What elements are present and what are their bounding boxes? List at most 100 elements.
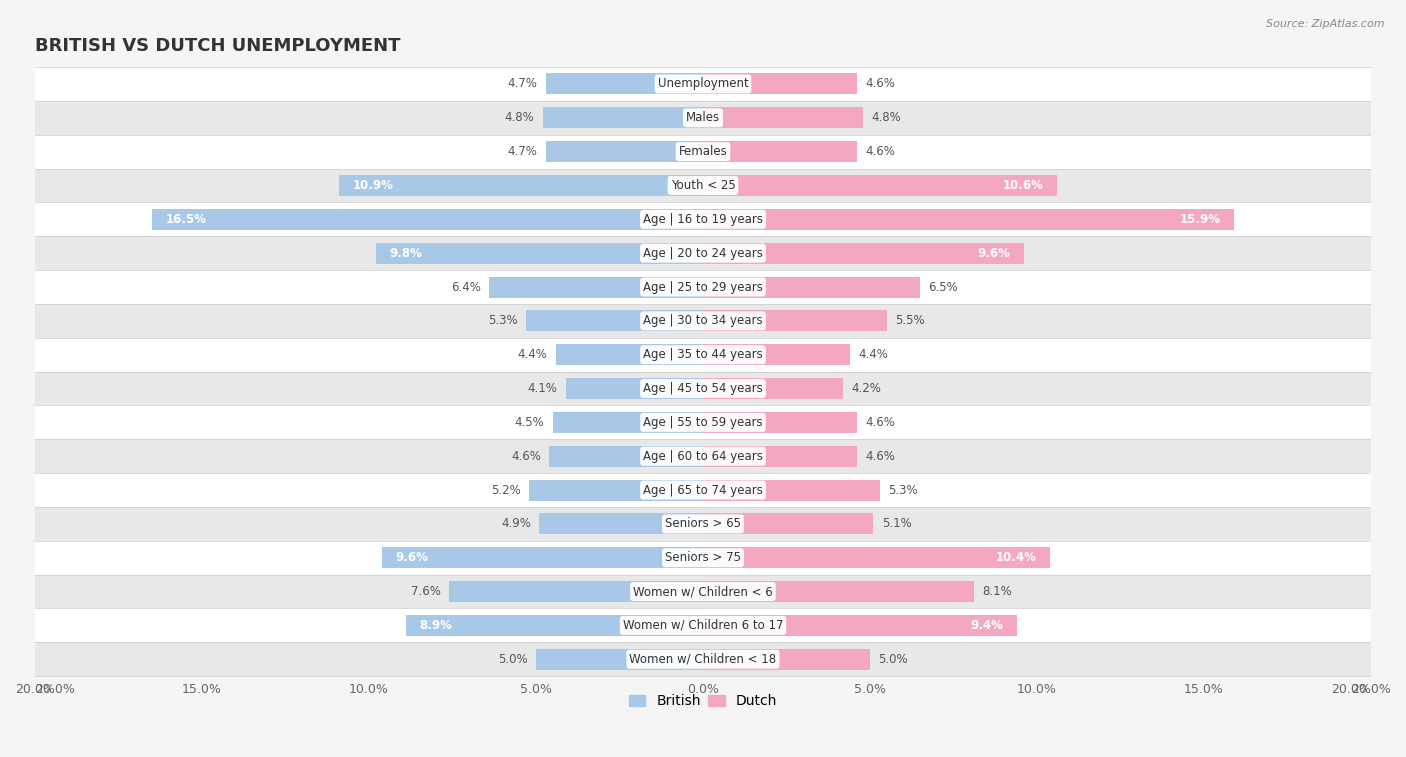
Bar — [35, 270, 1371, 304]
Text: Females: Females — [679, 145, 727, 158]
Text: Age | 25 to 29 years: Age | 25 to 29 years — [643, 281, 763, 294]
Bar — [703, 73, 856, 95]
Text: 4.4%: 4.4% — [858, 348, 889, 361]
Bar — [703, 446, 856, 467]
Bar — [703, 378, 844, 399]
Text: 10.4%: 10.4% — [997, 551, 1038, 564]
Text: 4.8%: 4.8% — [505, 111, 534, 124]
Text: Age | 30 to 34 years: Age | 30 to 34 years — [643, 314, 763, 327]
Text: Youth < 25: Youth < 25 — [671, 179, 735, 192]
Bar — [703, 581, 973, 602]
Text: 5.0%: 5.0% — [879, 653, 908, 665]
Text: 5.0%: 5.0% — [498, 653, 527, 665]
Text: 20.0%: 20.0% — [35, 683, 75, 696]
Text: 8.1%: 8.1% — [981, 585, 1012, 598]
Text: 5.1%: 5.1% — [882, 517, 911, 531]
Bar — [406, 615, 703, 636]
Text: 5.5%: 5.5% — [896, 314, 925, 327]
Bar — [553, 412, 703, 433]
Bar — [35, 575, 1371, 609]
Bar — [35, 406, 1371, 439]
Bar — [543, 107, 703, 129]
Text: Seniors > 75: Seniors > 75 — [665, 551, 741, 564]
Bar — [489, 276, 703, 298]
Bar — [546, 73, 703, 95]
Text: 4.6%: 4.6% — [512, 450, 541, 463]
Text: Age | 65 to 74 years: Age | 65 to 74 years — [643, 484, 763, 497]
Text: 4.6%: 4.6% — [865, 416, 894, 429]
Bar — [375, 243, 703, 263]
Bar — [703, 615, 1017, 636]
Bar — [567, 378, 703, 399]
Text: Unemployment: Unemployment — [658, 77, 748, 91]
Bar — [339, 175, 703, 196]
Bar — [382, 547, 703, 569]
Bar — [35, 67, 1371, 101]
Text: 6.5%: 6.5% — [928, 281, 959, 294]
Bar — [555, 344, 703, 365]
Text: 20.0%: 20.0% — [1331, 683, 1371, 696]
Bar — [35, 439, 1371, 473]
Text: 4.1%: 4.1% — [527, 382, 558, 395]
Text: 16.5%: 16.5% — [166, 213, 207, 226]
Bar — [703, 547, 1050, 569]
Text: 4.8%: 4.8% — [872, 111, 901, 124]
Bar — [540, 513, 703, 534]
Bar — [35, 135, 1371, 169]
Text: 9.4%: 9.4% — [970, 619, 1004, 632]
Text: Women w/ Children < 18: Women w/ Children < 18 — [630, 653, 776, 665]
Bar — [35, 473, 1371, 507]
Bar — [35, 236, 1371, 270]
Bar — [449, 581, 703, 602]
Text: Age | 20 to 24 years: Age | 20 to 24 years — [643, 247, 763, 260]
Bar — [703, 480, 880, 500]
Bar — [152, 209, 703, 230]
Bar — [35, 643, 1371, 676]
Bar — [703, 649, 870, 670]
Text: Age | 55 to 59 years: Age | 55 to 59 years — [643, 416, 763, 429]
Text: 4.7%: 4.7% — [508, 145, 537, 158]
Bar — [703, 513, 873, 534]
Text: 5.3%: 5.3% — [488, 314, 517, 327]
Bar — [703, 209, 1234, 230]
Text: 8.9%: 8.9% — [419, 619, 451, 632]
Text: Women w/ Children 6 to 17: Women w/ Children 6 to 17 — [623, 619, 783, 632]
Text: 4.6%: 4.6% — [865, 450, 894, 463]
Bar — [35, 101, 1371, 135]
Bar — [35, 202, 1371, 236]
Text: 5.3%: 5.3% — [889, 484, 918, 497]
Legend: British, Dutch: British, Dutch — [623, 689, 783, 714]
Text: 9.8%: 9.8% — [389, 247, 422, 260]
Bar — [703, 175, 1057, 196]
Bar — [35, 304, 1371, 338]
Bar — [35, 169, 1371, 202]
Text: 4.5%: 4.5% — [515, 416, 544, 429]
Text: Age | 45 to 54 years: Age | 45 to 54 years — [643, 382, 763, 395]
Text: 10.6%: 10.6% — [1002, 179, 1043, 192]
Text: 4.9%: 4.9% — [501, 517, 531, 531]
Text: 4.2%: 4.2% — [852, 382, 882, 395]
Text: 7.6%: 7.6% — [411, 585, 441, 598]
Bar — [35, 540, 1371, 575]
Bar — [703, 107, 863, 129]
Text: 4.4%: 4.4% — [517, 348, 548, 361]
Bar — [703, 310, 887, 332]
Text: 10.9%: 10.9% — [353, 179, 394, 192]
Bar — [546, 141, 703, 162]
Text: BRITISH VS DUTCH UNEMPLOYMENT: BRITISH VS DUTCH UNEMPLOYMENT — [35, 37, 401, 55]
Bar — [703, 344, 851, 365]
Text: Males: Males — [686, 111, 720, 124]
Text: 5.2%: 5.2% — [491, 484, 522, 497]
Text: Age | 16 to 19 years: Age | 16 to 19 years — [643, 213, 763, 226]
Text: 4.7%: 4.7% — [508, 77, 537, 91]
Text: Age | 35 to 44 years: Age | 35 to 44 years — [643, 348, 763, 361]
Text: 9.6%: 9.6% — [395, 551, 429, 564]
Text: Women w/ Children < 6: Women w/ Children < 6 — [633, 585, 773, 598]
Bar — [703, 141, 856, 162]
Text: 15.9%: 15.9% — [1180, 213, 1220, 226]
Bar — [703, 276, 920, 298]
Text: 6.4%: 6.4% — [451, 281, 481, 294]
Text: Seniors > 65: Seniors > 65 — [665, 517, 741, 531]
Bar — [703, 412, 856, 433]
Bar — [703, 243, 1024, 263]
